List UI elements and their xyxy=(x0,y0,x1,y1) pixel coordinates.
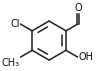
Text: O: O xyxy=(74,3,82,13)
Text: CH₃: CH₃ xyxy=(2,58,20,68)
Text: OH: OH xyxy=(78,52,93,62)
Text: Cl: Cl xyxy=(10,19,20,29)
